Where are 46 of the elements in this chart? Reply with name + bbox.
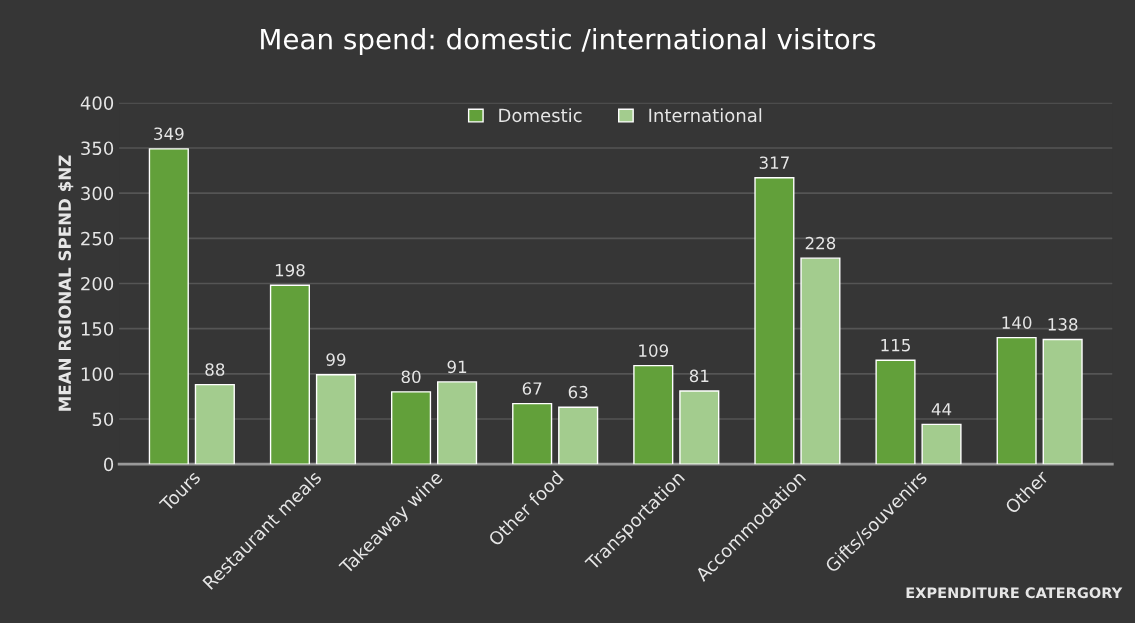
bar <box>996 336 1037 465</box>
bar <box>921 423 962 465</box>
y-tick-label: 100 <box>81 367 114 381</box>
data-label: 80 <box>401 370 421 384</box>
bar <box>754 177 795 465</box>
y-tick-label: 400 <box>80 96 114 110</box>
y-tick-label: 150 <box>81 322 114 336</box>
y-tick-label: 350 <box>81 141 114 156</box>
bar <box>194 383 235 465</box>
y-tick-label: 300 <box>81 186 114 201</box>
bar <box>800 257 841 465</box>
data-label: 81 <box>689 369 709 383</box>
bar <box>512 402 553 465</box>
x-axis-title: EXPENDITURE CATERGORY <box>906 587 1123 599</box>
bar <box>558 406 599 465</box>
bar <box>315 374 357 465</box>
bar <box>679 390 720 465</box>
data-label: 349 <box>154 127 184 141</box>
data-label: 317 <box>759 156 789 169</box>
bar <box>875 359 916 465</box>
bar <box>437 381 478 465</box>
data-label: 67 <box>522 382 542 395</box>
bar <box>633 364 674 465</box>
chart-title: Mean spend: domestic /international visitors <box>261 28 876 55</box>
y-tick-label: 250 <box>81 231 114 246</box>
y-tick-label: 0 <box>104 457 114 472</box>
data-label: 99 <box>326 353 346 366</box>
data-label: 138 <box>1048 318 1078 331</box>
bar <box>390 391 432 465</box>
data-label: 140 <box>1002 316 1032 329</box>
data-label: 109 <box>639 344 669 357</box>
data-label: 44 <box>931 403 952 416</box>
legend-label: International <box>649 108 762 123</box>
data-label: 228 <box>805 236 836 250</box>
data-label: 91 <box>447 360 467 374</box>
bar <box>148 148 189 465</box>
data-label: 63 <box>568 385 588 399</box>
data-label: 115 <box>881 339 910 352</box>
y-axis-title: MEAN RGIONAL SPEND $NZ <box>58 155 74 411</box>
legend-label: Domestic <box>499 108 582 123</box>
data-label: 198 <box>275 263 305 277</box>
bar <box>269 284 311 465</box>
bar <box>1042 338 1083 465</box>
data-label: 88 <box>205 363 225 376</box>
y-tick-label: 200 <box>81 276 114 291</box>
y-tick-label: 50 <box>92 412 114 427</box>
